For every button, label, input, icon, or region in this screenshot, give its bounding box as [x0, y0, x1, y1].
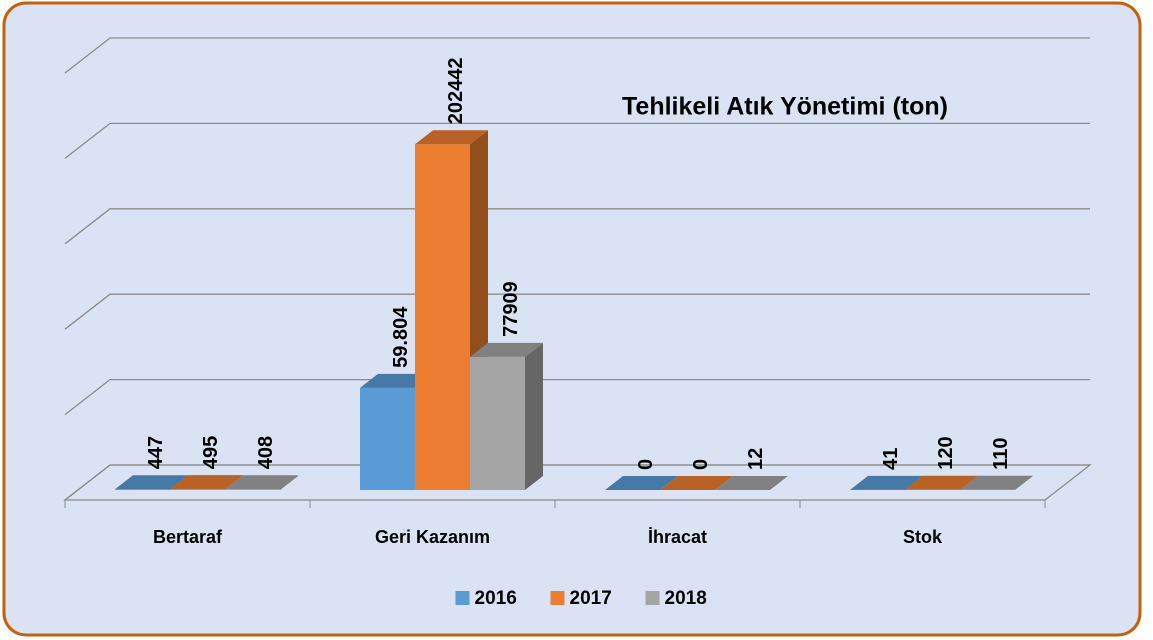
value-label: 12 — [745, 448, 767, 470]
bar-top — [225, 475, 298, 490]
value-label: 202442 — [445, 57, 467, 124]
value-label: 495 — [200, 436, 222, 469]
bar-front — [360, 387, 415, 490]
grid-line — [64, 37, 1090, 74]
x-tick-label: İhracat — [648, 527, 707, 547]
bar-top — [605, 476, 678, 490]
bar-front — [225, 489, 280, 490]
legend-swatch — [550, 591, 565, 605]
grid-line — [64, 464, 1090, 501]
x-tick-label: Bertaraf — [153, 527, 223, 547]
legend-label: 2016 — [475, 588, 517, 609]
grid-line — [64, 293, 1090, 330]
bar-side — [1015, 475, 1033, 490]
bar-side — [280, 475, 298, 490]
bar-top — [170, 475, 243, 490]
bar-front — [415, 144, 470, 490]
bar-top — [850, 475, 923, 490]
x-tick-label: Stok — [903, 527, 943, 547]
bar-side — [770, 475, 788, 490]
bar-front — [170, 489, 225, 490]
bar-top — [470, 342, 543, 357]
value-label: 59.804 — [390, 306, 412, 368]
bar-top — [360, 373, 433, 388]
bar-front — [115, 489, 170, 490]
grid-line — [64, 208, 1090, 245]
x-tick-label: Geri Kazanım — [375, 527, 490, 547]
bar-top — [960, 475, 1033, 490]
value-label: 120 — [935, 436, 957, 469]
value-label: 0 — [635, 459, 657, 470]
bar-top — [715, 475, 788, 490]
value-label: 110 — [990, 438, 1012, 470]
bar-side — [525, 342, 543, 490]
value-label: 408 — [255, 436, 277, 469]
grid-line — [64, 122, 1090, 159]
legend-swatch — [645, 591, 660, 605]
value-label: 0 — [690, 459, 712, 470]
legend-label: 2017 — [570, 588, 612, 609]
bar-top — [905, 475, 978, 490]
value-label: 447 — [145, 436, 167, 469]
value-label: 77909 — [500, 281, 522, 337]
legend-swatch — [455, 591, 470, 605]
bar-top — [415, 130, 488, 145]
chart-title: Tehlikeli Atık Yönetimi (ton) — [622, 93, 948, 121]
grid-line — [64, 378, 1090, 416]
bar-top — [660, 476, 733, 490]
value-label: 41 — [880, 448, 902, 470]
bar-front — [470, 356, 525, 490]
legend-label: 2018 — [665, 588, 707, 609]
bar-top — [115, 475, 188, 490]
